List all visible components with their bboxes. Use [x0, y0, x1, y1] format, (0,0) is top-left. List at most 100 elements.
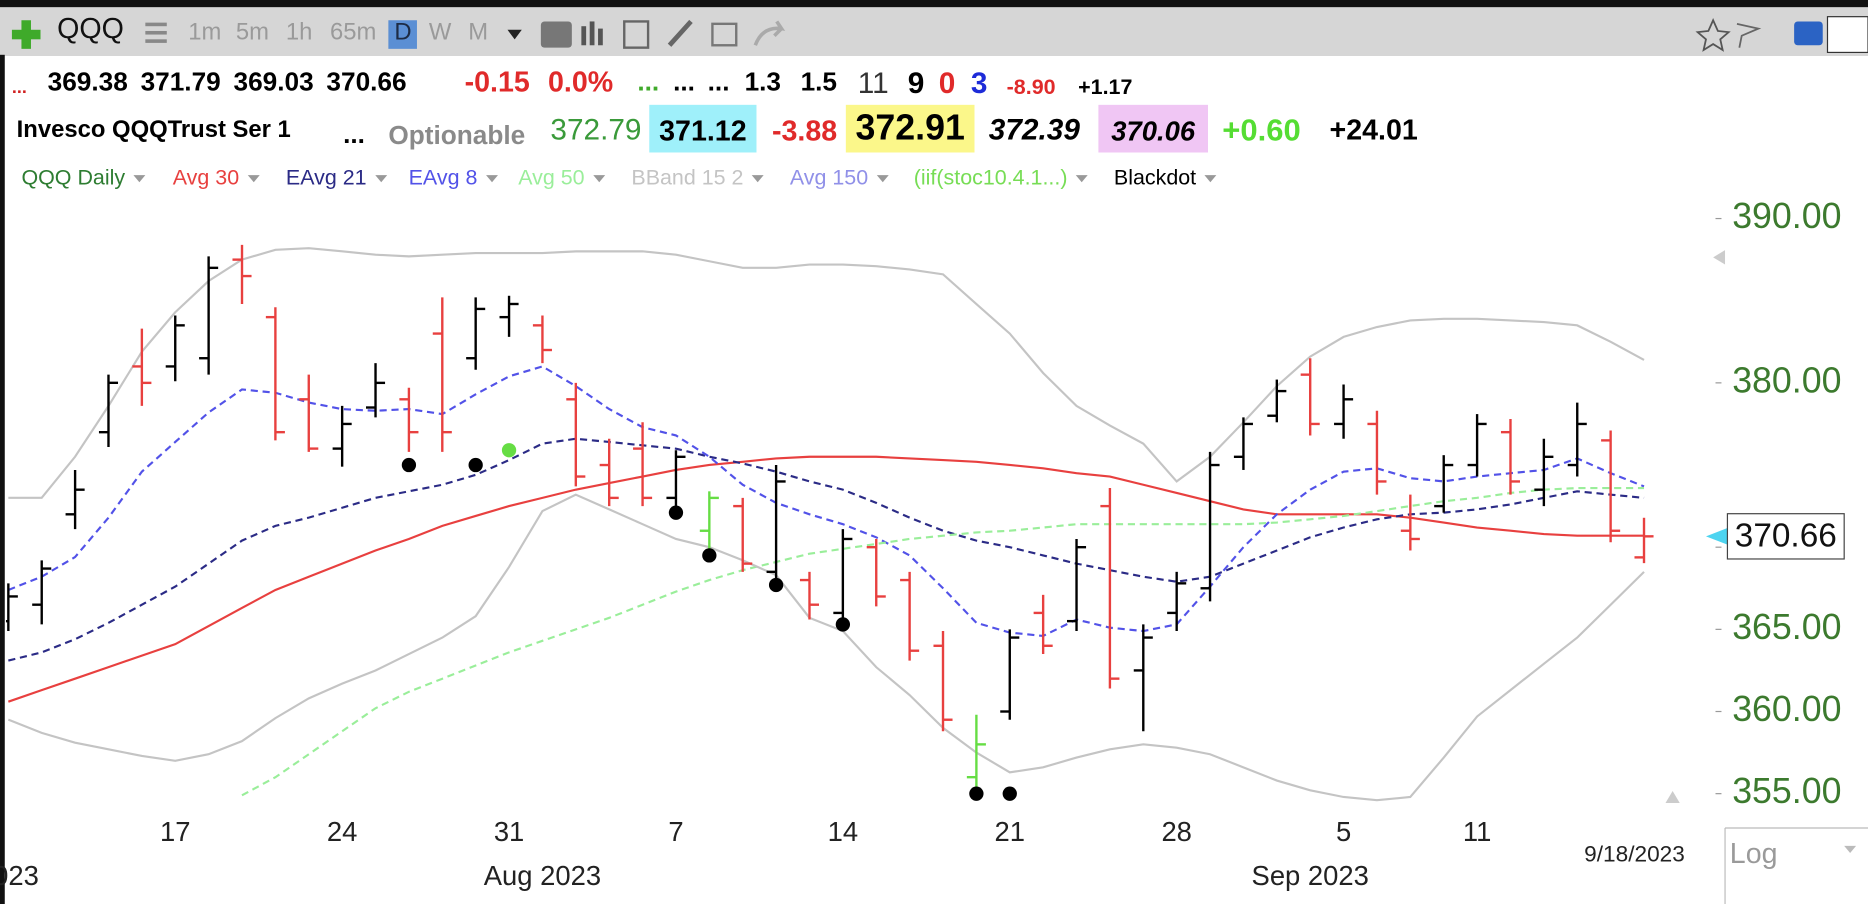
plot-area	[5, 244, 1654, 802]
y-tick-label: 360.00	[1732, 689, 1841, 729]
y-tick-label: 365.00	[1732, 607, 1841, 647]
quote-close: 370.66	[326, 66, 407, 97]
legend-item[interactable]: Avg 30	[173, 167, 260, 188]
interval-menu[interactable]	[507, 29, 522, 40]
legend-item[interactable]: Avg 50	[518, 167, 605, 188]
quote-lead: ...	[11, 77, 27, 98]
list-icon[interactable]	[145, 22, 167, 43]
blackdot	[501, 443, 517, 458]
bband-upper	[8, 247, 1645, 499]
last-price-box	[1726, 513, 1845, 560]
top-border	[0, 0, 1868, 8]
info-value: 371.12	[649, 104, 757, 153]
quote-field: ...	[673, 66, 695, 97]
interval[interactable]: 1m	[188, 19, 222, 46]
quote-stat: 9	[907, 66, 925, 101]
legend-item[interactable]: Blackdot	[1114, 167, 1217, 188]
scale-menu[interactable]	[1844, 845, 1857, 853]
quote-stat: 1.5	[800, 66, 838, 97]
text-tool[interactable]	[540, 21, 572, 48]
info-value: 372.91	[845, 104, 975, 153]
last-price-pointer	[1705, 528, 1728, 545]
bars-tool[interactable]	[581, 21, 603, 46]
blackdot	[969, 786, 984, 801]
quote-open: 369.38	[47, 66, 128, 97]
y-tick-label: 390.00	[1732, 196, 1841, 236]
y-tick-label: 355.00	[1732, 771, 1841, 811]
blackdot	[1002, 786, 1017, 801]
star-icon[interactable]	[1695, 18, 1731, 52]
corner-icon[interactable]	[1826, 16, 1868, 54]
quote-stat: 1.3	[744, 66, 782, 97]
quote-change-pct: 0.0%	[548, 66, 614, 99]
legend-item[interactable]: Avg 150	[790, 167, 889, 188]
interval[interactable]: 5m	[235, 19, 269, 46]
notes-tool[interactable]	[711, 22, 738, 47]
ma-line	[7, 455, 1645, 703]
x-tick-label: 31	[494, 816, 524, 847]
legend-item[interactable]: QQQ Daily	[21, 167, 145, 188]
security-name: Invesco QQQTrust Ser 1	[16, 116, 291, 143]
interval[interactable]: 1h	[285, 19, 313, 46]
quote-stat: +1.17	[1078, 75, 1133, 99]
legend-item[interactable]: (iif(stoc10.4.1...)	[914, 167, 1088, 188]
x-tick-label: 17	[160, 816, 190, 847]
date-label: 9/18/2023	[1584, 841, 1685, 866]
symbol[interactable]: QQQ	[57, 13, 124, 46]
ma-line	[8, 437, 1645, 662]
blackdot	[768, 577, 784, 593]
last-price-label: 370.66	[1735, 517, 1837, 554]
interval[interactable]: 65m	[329, 19, 377, 46]
plus-icon[interactable]	[11, 20, 41, 49]
flag-icon[interactable]	[1736, 22, 1762, 48]
quote-field: ...	[707, 66, 730, 97]
scroll-marker	[1713, 250, 1726, 265]
blackdot	[668, 505, 684, 520]
info-value: 370.06	[1098, 104, 1209, 153]
quote-low: 369.03	[233, 66, 314, 97]
quote-stat: 0	[938, 66, 956, 101]
info-more: ...	[343, 119, 365, 149]
x-tick-label: 5	[1336, 816, 1351, 847]
ma-line	[7, 365, 1645, 638]
quote-high: 371.79	[140, 66, 221, 97]
interval[interactable]: D	[394, 19, 412, 46]
x-tick-label: 11	[1463, 816, 1491, 847]
x-tick-label: 7	[668, 816, 683, 847]
interval-selected	[388, 20, 417, 49]
bband-lower	[7, 493, 1645, 802]
share-tool[interactable]	[753, 20, 786, 46]
calc-tool[interactable]	[623, 20, 650, 49]
x-tick-label: 24	[327, 816, 357, 847]
x-month-label: Sep 2023	[1252, 860, 1369, 891]
info-value: +0.60	[1222, 111, 1301, 148]
blackdot	[835, 617, 851, 632]
x-tick-label: 21	[995, 816, 1025, 847]
blackdot	[401, 457, 417, 473]
quote-change: -0.15	[464, 66, 530, 99]
legend-item[interactable]: EAvg 8	[409, 167, 498, 188]
x-month-label: 2023	[0, 860, 39, 891]
scale-toggle[interactable]: Log	[1730, 838, 1778, 870]
scroll-marker	[1665, 791, 1680, 803]
legend-item[interactable]: EAvg 21	[286, 167, 387, 188]
blackdot	[702, 548, 717, 563]
interval[interactable]: M	[468, 19, 489, 46]
sf-icon[interactable]	[1794, 21, 1823, 46]
legend-item[interactable]: BBand 15 2	[631, 167, 763, 188]
quote-field: ...	[637, 66, 660, 97]
ma-line	[241, 487, 1645, 797]
info-value: +24.01	[1329, 114, 1418, 147]
info-value: 372.79	[550, 113, 642, 147]
left-border	[0, 54, 5, 904]
x-tick-label: 28	[1161, 816, 1191, 847]
interval[interactable]: W	[428, 19, 452, 46]
x-tick-label: 14	[828, 816, 858, 847]
pencil-tool[interactable]	[667, 19, 693, 47]
quote-stat: 3	[970, 66, 988, 101]
blackdot	[468, 457, 483, 473]
quote-stat: -8.90	[1006, 75, 1056, 99]
